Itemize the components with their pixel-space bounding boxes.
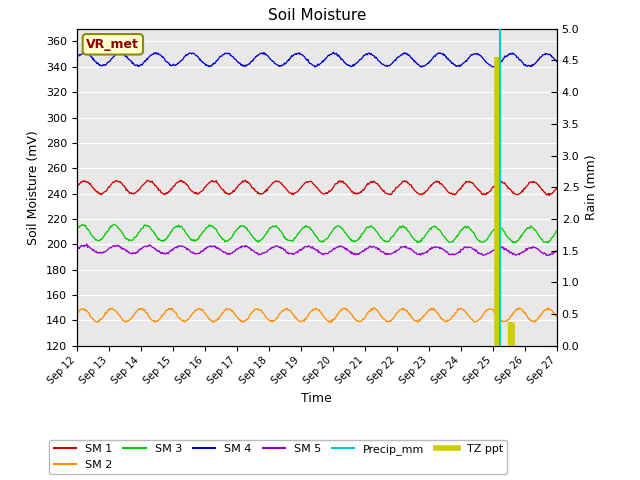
Legend: SM 1, SM 2, SM 3, SM 4, SM 5, Precip_mm, TZ ppt: SM 1, SM 2, SM 3, SM 4, SM 5, Precip_mm,…: [49, 440, 508, 474]
Y-axis label: Soil Moisture (mV): Soil Moisture (mV): [28, 130, 40, 245]
Y-axis label: Rain (mm): Rain (mm): [585, 155, 598, 220]
Title: Soil Moisture: Soil Moisture: [268, 9, 366, 24]
X-axis label: Time: Time: [301, 392, 332, 405]
Text: VR_met: VR_met: [86, 38, 140, 51]
